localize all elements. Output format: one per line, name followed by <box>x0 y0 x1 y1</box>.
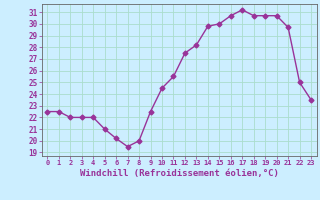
X-axis label: Windchill (Refroidissement éolien,°C): Windchill (Refroidissement éolien,°C) <box>80 169 279 178</box>
